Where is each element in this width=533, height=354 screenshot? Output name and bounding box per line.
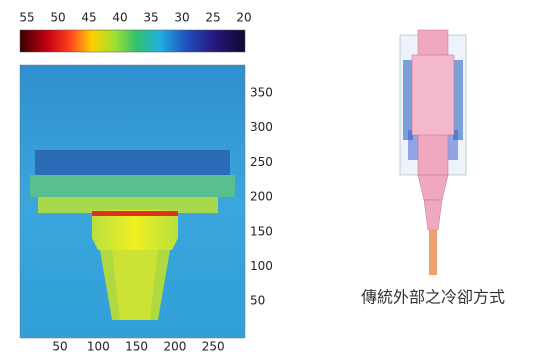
colorbar	[20, 30, 245, 52]
y-tick-label: 300	[250, 120, 273, 134]
x-tick-label: 50	[52, 340, 67, 354]
y-tick-label: 150	[250, 224, 273, 238]
x-tick-label: 100	[87, 340, 110, 354]
spindle-diagram	[400, 30, 466, 275]
caption: 傳統外部之冷卻方式	[361, 288, 505, 307]
y-tick-label: 250	[250, 155, 273, 169]
figure: 傳統外部之冷卻方式 55 50 45 40 35 30 25 20 350 300 250 200 15…	[0, 0, 533, 354]
y-tick-label: 100	[250, 259, 273, 273]
x-tick-label: 150	[125, 340, 148, 354]
thermal-image	[20, 65, 245, 338]
colorbar-label: 50	[50, 11, 65, 25]
y-tick-label: 50	[250, 294, 265, 308]
colorbar-label: 55	[19, 11, 34, 25]
x-tick-label: 250	[202, 340, 225, 354]
x-tick-label: 200	[163, 340, 186, 354]
colorbar-label: 40	[112, 11, 127, 25]
colorbar-label: 25	[205, 11, 220, 25]
colorbar-label: 30	[174, 11, 189, 25]
colorbar-label: 35	[143, 11, 158, 25]
colorbar-label: 20	[236, 11, 251, 25]
colorbar-label: 45	[81, 11, 96, 25]
y-tick-label: 200	[250, 190, 273, 204]
y-tick-label: 350	[250, 86, 273, 100]
